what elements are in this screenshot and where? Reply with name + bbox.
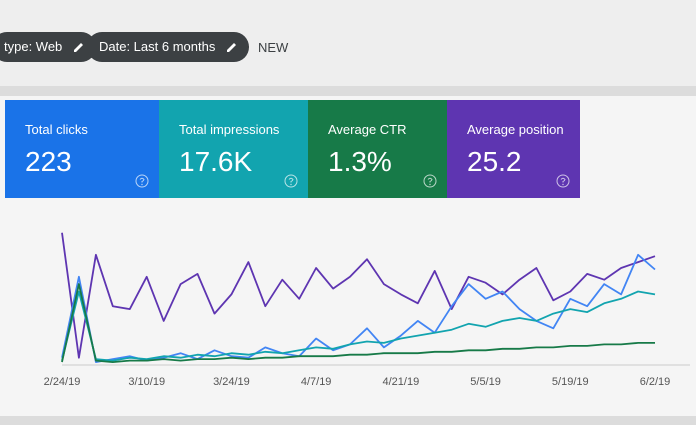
toolbar: type: Web Date: Last 6 months NEW (0, 0, 696, 86)
metric-card[interactable]: Total clicks 223 (5, 100, 159, 198)
help-icon[interactable] (556, 174, 570, 188)
button-label: NEW (258, 40, 289, 55)
plus-icon (237, 41, 249, 53)
help-icon[interactable] (284, 174, 298, 188)
metric-value: 17.6K (179, 146, 253, 177)
new-button[interactable]: NEW (236, 40, 288, 55)
x-tick-label: 4/21/19 (383, 376, 420, 388)
help-icon[interactable] (423, 174, 437, 188)
chip-label: type: Web (4, 39, 63, 54)
metric-card[interactable]: Average position 25.2 (447, 100, 580, 198)
x-tick-label: 3/24/19 (213, 376, 250, 388)
x-tick-label: 5/5/19 (470, 376, 501, 388)
metric-value: 1.3% (328, 146, 392, 177)
series-line (61, 283, 655, 363)
filter-chip[interactable]: Date: Last 6 months (87, 32, 250, 62)
metric-card[interactable]: Total impressions 17.6K (159, 100, 308, 198)
chart: 2/24/19 3/10/19 3/24/19 4/7/19 4/21/19 5/5/19… (44, 232, 690, 388)
series-line (61, 253, 656, 363)
x-tick-label: 2/24/19 (44, 376, 81, 388)
x-tick-label: 4/7/19 (301, 376, 332, 388)
series-line (61, 232, 656, 359)
metric-value: 25.2 (467, 146, 522, 177)
metric-card[interactable]: Average CTR 1.3% (308, 100, 447, 198)
help-icon[interactable] (135, 174, 149, 188)
x-tick-label: 5/19/19 (552, 376, 589, 388)
series-line (61, 290, 656, 362)
edit-icon (74, 43, 84, 52)
x-tick-label: 3/10/19 (128, 376, 165, 388)
metric-label: Average position (467, 122, 564, 137)
filter-chip[interactable]: type: Web (0, 32, 97, 62)
edit-icon (227, 43, 237, 52)
metric-value: 223 (25, 146, 72, 177)
metric-label: Total impressions (179, 122, 280, 137)
chip-label: Date: Last 6 months (99, 39, 216, 54)
metric-label: Average CTR (328, 122, 407, 137)
x-tick-label: 6/2/19 (640, 376, 671, 388)
metric-label: Total clicks (25, 122, 88, 137)
